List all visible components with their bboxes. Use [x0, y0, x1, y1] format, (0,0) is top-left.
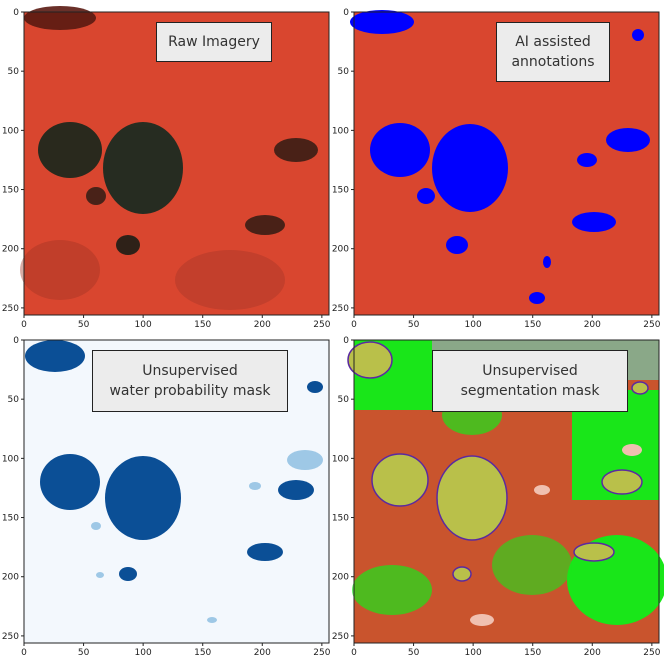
- segmentation-caption: Unsupervised segmentation mask: [432, 350, 628, 412]
- ai-annotations-caption: AI assisted annotations: [496, 22, 610, 82]
- panel-ai-annotations: AI assisted annotations: [332, 0, 664, 330]
- panel-raw-imagery: Raw Imagery: [0, 0, 332, 330]
- panel-water-probability: Unsupervised water probability mask: [0, 330, 332, 661]
- panel-segmentation: Unsupervised segmentation mask: [332, 330, 664, 661]
- water-annotation: [370, 123, 430, 177]
- water-segment: [436, 455, 508, 541]
- dark-pond: [103, 122, 183, 214]
- water-annotation: [350, 10, 414, 34]
- water-annotation: [432, 124, 508, 212]
- water-segment: [371, 453, 429, 507]
- raw-imagery-caption: Raw Imagery: [156, 22, 272, 62]
- high-probability-area: [105, 456, 181, 540]
- high-probability-area: [25, 340, 85, 372]
- water-probability-caption: Unsupervised water probability mask: [92, 350, 288, 412]
- raw-imagery-plot: [20, 6, 330, 316]
- high-probability-area: [40, 454, 100, 510]
- dark-pond: [38, 122, 102, 178]
